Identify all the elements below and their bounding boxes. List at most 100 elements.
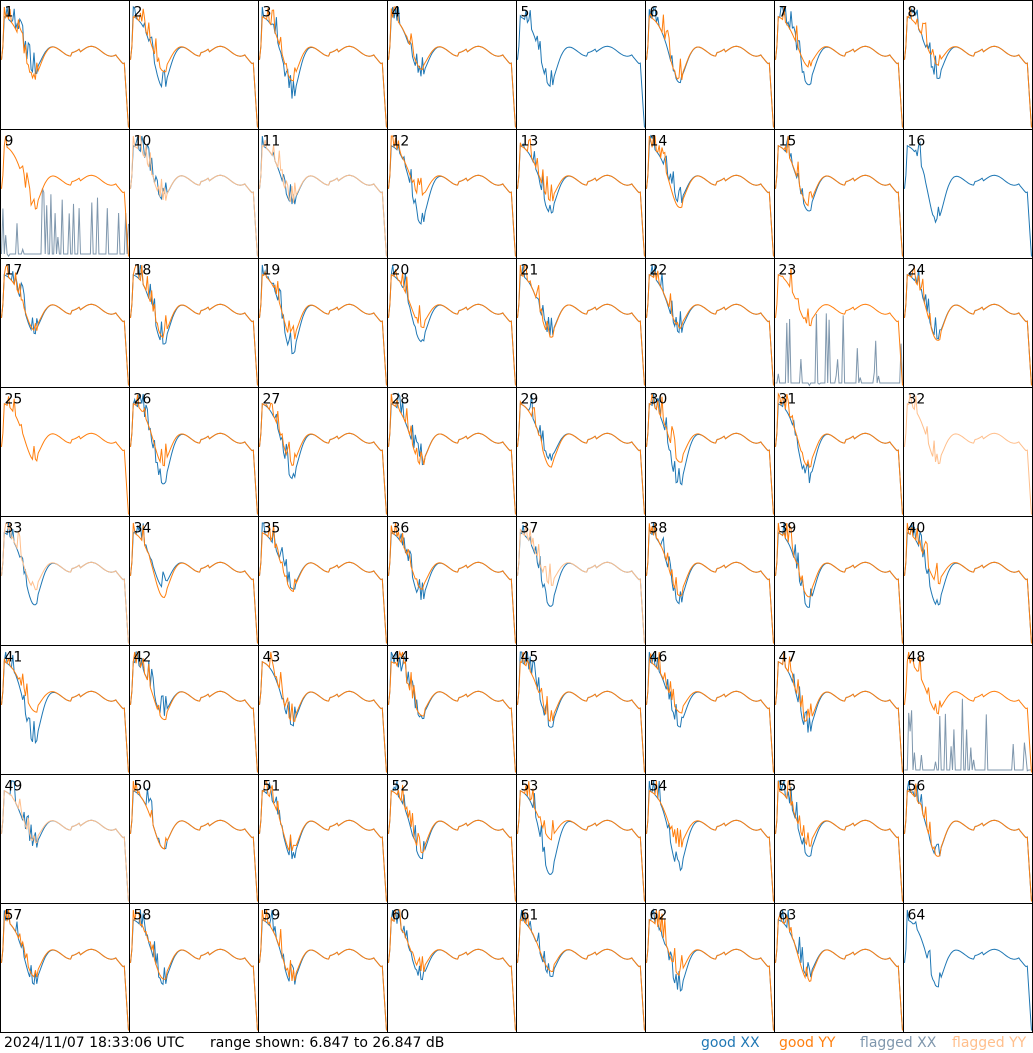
series-yy-line (388, 909, 516, 1031)
panel-46: 46 (645, 645, 775, 775)
panel-frame (0, 774, 130, 904)
series-yy-line (130, 394, 258, 515)
series-yy-line (646, 270, 774, 386)
panel-8: 8 (903, 0, 1033, 130)
series-yy-line (259, 909, 387, 1031)
panel-42: 42 (129, 645, 259, 775)
panel-frame (387, 129, 517, 259)
series-yy-line (259, 651, 387, 773)
series-yy-line (1, 789, 129, 902)
series-yy-line (517, 781, 645, 902)
panel-label: 32 (908, 392, 926, 408)
series-yy-line (259, 8, 387, 128)
panel-12: 12 (387, 129, 517, 259)
panel-frame (0, 903, 130, 1033)
panel-label: 16 (908, 134, 926, 150)
series-yy-line (1, 263, 129, 386)
panel-label: 24 (908, 263, 926, 279)
series-yy-line (904, 783, 1032, 902)
panel-frame (129, 516, 259, 646)
series-yy-line (646, 522, 774, 644)
panel-4: 4 (387, 0, 517, 130)
panel-14: 14 (645, 129, 775, 259)
series-yy-line (388, 6, 516, 128)
panel-label: 2 (134, 5, 143, 21)
panel-16: 16 (903, 129, 1033, 259)
panel-55: 55 (774, 774, 904, 904)
panel-frame (645, 774, 775, 904)
panel-51: 51 (258, 774, 388, 904)
panel-label: 6 (650, 5, 659, 21)
panel-label: 21 (521, 263, 539, 279)
panel-frame (516, 645, 646, 775)
series-yy-line (517, 264, 645, 386)
series-yy-line (646, 780, 774, 902)
panel-label: 57 (5, 908, 23, 924)
panel-frame (258, 0, 388, 130)
panel-label: 30 (650, 392, 668, 408)
panel-54: 54 (645, 774, 775, 904)
panel-43: 43 (258, 645, 388, 775)
panel-label: 48 (908, 650, 926, 666)
panel-label: 47 (779, 650, 797, 666)
series-yy-line (517, 138, 645, 257)
series-yy-line (130, 909, 258, 1031)
panel-15: 15 (774, 129, 904, 259)
series-yy-line (388, 650, 516, 773)
panel-20: 20 (387, 258, 517, 388)
panel-label: 28 (392, 392, 410, 408)
series-yy-line (388, 522, 516, 644)
panel-29: 29 (516, 387, 646, 517)
panel-label: 3 (263, 5, 272, 21)
panel-label: 27 (263, 392, 281, 408)
series-yy-line (130, 264, 258, 386)
panel-60: 60 (387, 903, 517, 1033)
panel-label: 14 (650, 134, 668, 150)
legend-flagged-xx: flagged XX (860, 1035, 937, 1051)
series-yy-line (259, 402, 387, 515)
series-yy-line (904, 522, 1032, 644)
panel-frame (645, 387, 775, 517)
series-yy-line (646, 393, 774, 515)
panel-label: 9 (5, 134, 14, 150)
panel-label: 53 (521, 779, 539, 795)
series-yy-line (517, 522, 645, 644)
panel-25: 25 (0, 387, 130, 517)
panel-label: 19 (263, 263, 281, 279)
panel-label: 41 (5, 650, 23, 666)
panel-41: 41 (0, 645, 130, 775)
panel-frame (258, 645, 388, 775)
panel-label: 11 (263, 134, 281, 150)
panel-label: 64 (908, 908, 926, 924)
panel-18: 18 (129, 258, 259, 388)
panel-19: 19 (258, 258, 388, 388)
series-xx-line (904, 140, 1032, 257)
series-yy-line (1, 522, 129, 644)
panel-frame (903, 516, 1033, 646)
panel-label: 42 (134, 650, 152, 666)
panel-62: 62 (645, 903, 775, 1033)
panel-frame (774, 774, 904, 904)
panel-32: 32 (903, 387, 1033, 517)
series-yy-line (775, 522, 903, 644)
panel-frame (774, 516, 904, 646)
panel-label: 40 (908, 521, 926, 537)
series-yy-line (1, 909, 129, 1031)
panel-frame (903, 387, 1033, 517)
panel-frame (0, 0, 130, 130)
panel-frame (387, 0, 517, 130)
panel-label: 34 (134, 521, 152, 537)
footer: 2024/11/07 18:33:06 UTC range shown: 6.8… (0, 1033, 1033, 1053)
panel-33: 33 (0, 516, 130, 646)
panel-label: 58 (134, 908, 152, 924)
panel-22: 22 (645, 258, 775, 388)
series-yy-line (646, 12, 774, 128)
series-yy-line (775, 6, 903, 128)
panel-64: 64 (903, 903, 1033, 1033)
panel-label: 15 (779, 134, 797, 150)
panel-2: 2 (129, 0, 259, 130)
panel-10: 10 (129, 129, 259, 259)
series-yy-line (1, 6, 129, 128)
series-yy-line (259, 139, 387, 257)
